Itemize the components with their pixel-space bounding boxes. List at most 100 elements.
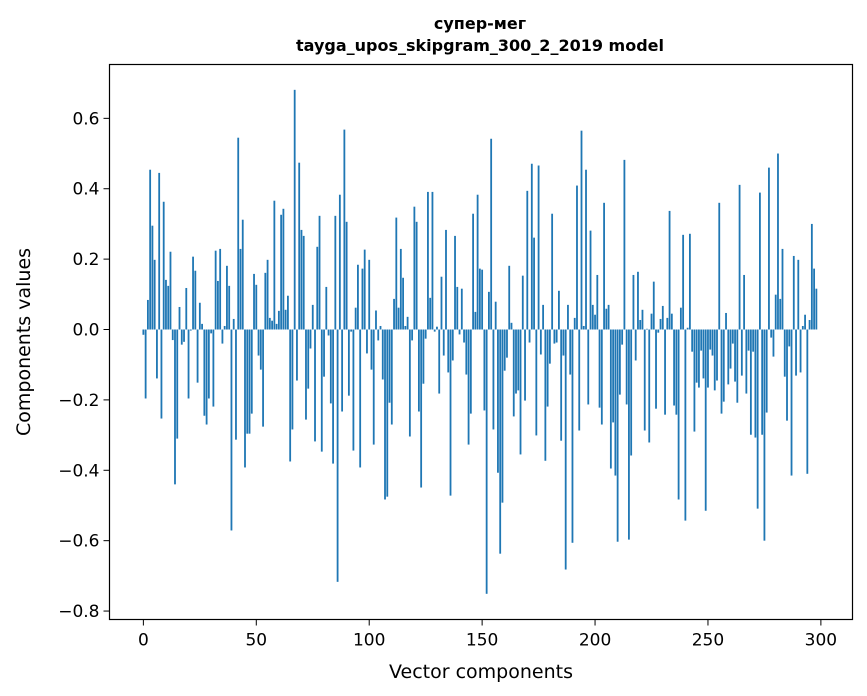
bar — [282, 208, 285, 330]
bar — [666, 317, 669, 330]
bar — [768, 167, 770, 330]
y-axis: −0.8 −0.6 −0.4 −0.2 0.0 0.2 0.4 0.6 — [58, 109, 110, 622]
bar — [670, 313, 673, 330]
bar — [404, 325, 407, 330]
bar — [411, 329, 414, 341]
bar — [786, 329, 788, 421]
bar — [781, 248, 784, 330]
bar — [192, 256, 194, 330]
bar — [246, 329, 249, 434]
bar — [571, 329, 574, 543]
bar — [515, 329, 517, 394]
bar — [438, 329, 441, 394]
x-axis: 0 50 100 150 200 250 300 — [138, 619, 837, 651]
bar — [463, 329, 465, 343]
y-tick-label: −0.6 — [58, 532, 99, 552]
bar — [573, 317, 576, 330]
bar — [363, 249, 366, 330]
bar — [542, 304, 545, 330]
bar — [528, 329, 531, 343]
bar — [230, 329, 233, 531]
bar — [761, 329, 764, 435]
bar — [713, 329, 716, 391]
bar — [483, 329, 486, 411]
bar — [506, 329, 508, 358]
bar — [395, 217, 398, 330]
bar — [458, 329, 461, 335]
bar — [476, 194, 479, 330]
bar — [591, 304, 594, 330]
bar — [291, 329, 294, 430]
x-tick-label: 150 — [466, 631, 498, 651]
bar — [605, 308, 608, 330]
bar — [237, 137, 240, 330]
bar — [223, 325, 226, 330]
bar — [700, 329, 703, 351]
bar — [156, 329, 158, 379]
x-tick-label: 250 — [692, 631, 724, 651]
bar — [271, 320, 274, 330]
bar — [548, 329, 551, 364]
bar — [659, 318, 662, 330]
bar — [560, 329, 563, 441]
bar — [467, 329, 470, 445]
bar — [445, 229, 447, 330]
bar — [350, 329, 353, 332]
y-tick-label: −0.8 — [58, 602, 99, 622]
bar — [722, 329, 725, 402]
bar — [743, 274, 746, 330]
bar — [198, 302, 201, 330]
chart-subtitle: tayga_upos_skipgram_300_2_2019 model — [296, 36, 664, 55]
bar — [634, 329, 637, 361]
bar — [178, 306, 181, 330]
bar — [393, 298, 395, 330]
bar — [637, 271, 639, 330]
bar — [318, 215, 321, 330]
bar — [747, 329, 750, 351]
bar — [384, 329, 386, 500]
bar — [625, 329, 628, 405]
bar — [343, 129, 346, 330]
bar — [232, 318, 235, 330]
bar — [228, 285, 231, 330]
bar — [756, 329, 759, 509]
bar — [465, 329, 468, 375]
bar — [262, 329, 264, 427]
bar — [368, 259, 371, 330]
bar — [797, 259, 800, 330]
bar — [327, 329, 330, 336]
bar — [727, 329, 730, 385]
y-tick-label: −0.4 — [58, 461, 99, 481]
bar — [390, 329, 393, 425]
bar — [442, 329, 445, 356]
bar — [413, 206, 416, 330]
bar — [352, 329, 355, 451]
bar — [221, 329, 224, 344]
bar — [417, 329, 420, 412]
bar — [146, 299, 149, 330]
bar — [203, 329, 206, 416]
bar — [320, 329, 323, 452]
bar — [345, 221, 348, 330]
y-axis-label: Components values — [13, 248, 35, 436]
bar — [429, 297, 432, 330]
bar — [275, 323, 278, 330]
bar — [698, 329, 700, 388]
bar — [248, 329, 251, 434]
bar — [632, 274, 635, 330]
bar — [408, 329, 411, 437]
bar — [201, 323, 203, 330]
bar — [600, 329, 603, 425]
bar — [716, 329, 718, 381]
bar — [661, 305, 664, 330]
bar — [347, 329, 350, 396]
bar — [603, 202, 605, 330]
bar — [673, 329, 675, 406]
bar — [765, 329, 768, 413]
bar — [524, 329, 526, 401]
bar — [255, 284, 258, 330]
bar — [212, 329, 215, 407]
bar — [675, 329, 678, 415]
bar — [205, 329, 208, 425]
bar — [501, 329, 504, 503]
